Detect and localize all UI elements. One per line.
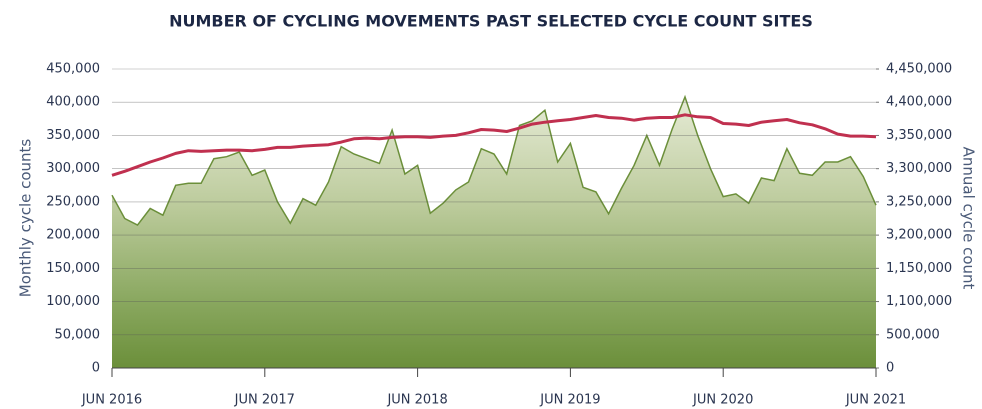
y2-tick-label: 4,400,000 [886,95,952,110]
x-tick-label: JUN 2019 [539,393,600,408]
y2-tick-label: 3,300,000 [886,161,952,176]
y2-tick-label: 3,350,000 [886,128,952,143]
y2-tick-label: 500,000 [886,327,940,342]
x-tick-label: JUN 2016 [81,393,142,408]
y-tick-label: 150,000 [46,261,100,276]
y2-tick-label: 4,450,000 [886,62,952,77]
chart-title: NUMBER OF CYCLING MOVEMENTS PAST SELECTE… [169,12,813,31]
y-axis-title: Monthly cycle counts [17,139,35,298]
x-tick-label: JUN 2020 [692,393,753,408]
x-tick-label: JUN 2018 [386,393,447,408]
y2-axis-title: Annual cycle count [960,147,978,290]
x-tick-label: JUN 2017 [234,393,295,408]
line [111,113,877,177]
y-tick-label: 300,000 [46,161,100,176]
y2-tick-label: 3,200,000 [886,228,952,243]
y2-tick-label: 3,250,000 [886,194,952,209]
x-tick-label: JUN 2021 [845,393,906,408]
y-tick-label: 200,000 [46,228,100,243]
y-tick-label: 100,000 [46,294,100,309]
y-tick-label: 450,000 [46,62,100,77]
y2-tick-label: 1,150,000 [886,261,952,276]
y-tick-label: 0 [92,361,100,376]
y-tick-label: 350,000 [46,128,100,143]
y-tick-label: 50,000 [55,327,101,342]
y-tick-label: 400,000 [46,95,100,110]
y-tick-label: 250,000 [46,194,100,209]
area [112,96,876,369]
area-line [111,94,877,227]
y2-tick-label: 0 [886,361,894,376]
y2-tick-label: 1,100,000 [886,294,952,309]
